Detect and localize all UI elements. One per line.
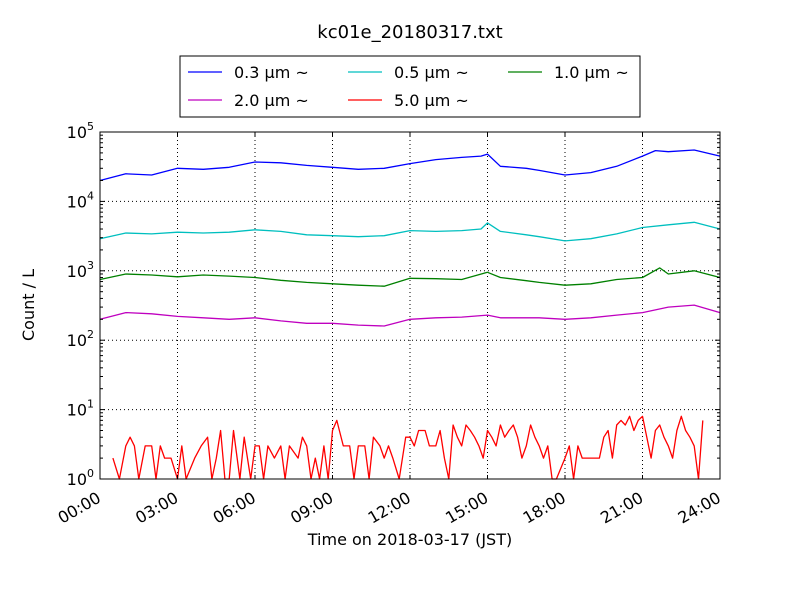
x-tick-label: 00:00	[55, 488, 104, 528]
legend-label-4: 5.0 μm ~	[394, 91, 469, 110]
y-tick-label: 100	[67, 467, 94, 489]
x-tick-label: 18:00	[520, 488, 569, 528]
legend-label-1: 0.5 μm ~	[394, 63, 469, 82]
y-axis-label: Count / L	[19, 269, 38, 341]
y-tick-label: 101	[67, 398, 94, 420]
series-lines	[99, 149, 721, 480]
series-line-0	[99, 149, 721, 182]
x-tick-label: 03:00	[132, 488, 181, 528]
x-tick-label: 24:00	[675, 488, 724, 528]
series-line-3	[99, 304, 721, 327]
y-tick-label: 105	[67, 120, 94, 142]
x-tick-label: 15:00	[442, 488, 491, 528]
x-tick-label: 12:00	[365, 488, 414, 528]
y-tick-label: 104	[67, 189, 94, 211]
y-tick-label: 102	[67, 328, 94, 350]
y-tick-label: 103	[67, 259, 94, 281]
legend-label-2: 1.0 μm ~	[554, 63, 629, 82]
series-line-1	[99, 221, 721, 242]
grid	[100, 132, 720, 479]
series-line-2	[99, 267, 721, 287]
legend-label-3: 2.0 μm ~	[234, 91, 309, 110]
legend-label-0: 0.3 μm ~	[234, 63, 309, 82]
series-line-4	[112, 415, 704, 480]
chart-title: kc01e_20180317.txt	[317, 22, 502, 43]
x-tick-label: 09:00	[287, 488, 336, 528]
x-tick-label: 21:00	[597, 488, 646, 528]
legend-box	[179, 55, 641, 118]
x-tick-label: 06:00	[210, 488, 259, 528]
x-axis-label: Time on 2018-03-17 (JST)	[307, 530, 512, 549]
legend: 0.3 μm ~ 0.5 μm ~ 1.0 μm ~ 2.0 μm ~ 5.0 μm ~	[179, 55, 641, 118]
